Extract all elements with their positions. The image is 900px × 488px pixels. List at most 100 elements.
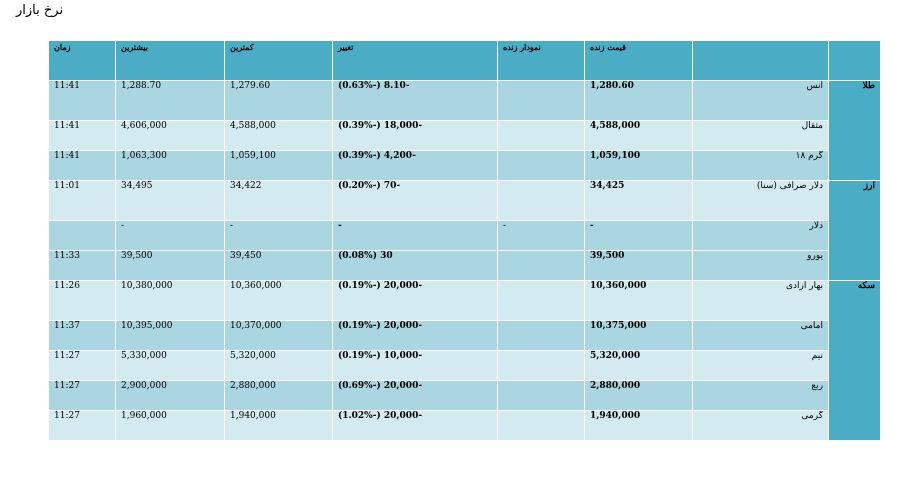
time-cell: [48, 220, 116, 251]
time-cell: 11:27: [48, 410, 116, 441]
change-cell: 30 (0.08%): [332, 250, 498, 281]
low-cell: 2,880,000: [224, 380, 333, 411]
low-cell: 34,422: [224, 180, 333, 221]
low-cell: 1,279.60: [224, 80, 333, 121]
market-rates-table: قیمت زنده نمودار زنده تغییر کمترین بیشتر…: [48, 40, 881, 441]
page-title: نرخ بازار: [16, 3, 64, 18]
change-cell: -18,000 (-0.39%): [332, 120, 498, 151]
change-cell: -20,000 (-1.02%): [332, 410, 498, 441]
change-cell: -20,000 (-0.69%): [332, 380, 498, 411]
change-cell: -: [332, 220, 498, 251]
live-chart-cell: [497, 150, 585, 181]
live-price-cell: 39,500: [584, 250, 693, 281]
live-price-cell: 1,280.60: [584, 80, 693, 121]
live-chart-cell: [497, 120, 585, 151]
low-cell: -: [224, 220, 333, 251]
low-cell: 4,588,000: [224, 120, 333, 151]
item-name-cell: امامی: [692, 320, 829, 351]
live-price-cell: 10,360,000: [584, 280, 693, 321]
change-cell: -10,000 (-0.19%): [332, 350, 498, 381]
table-row: مثقال 4,588,000 -18,000 (-0.39%) 4,588,000 4…: [48, 120, 881, 151]
high-cell: 1,063,300: [115, 150, 225, 181]
high-cell: 10,395,000: [115, 320, 225, 351]
header-high: بیشترین: [115, 40, 225, 81]
table-row: سکه بهار آزادی 10,360,000 -20,000 (-0.19%) 1…: [48, 280, 881, 441]
table-row: نیم 5,320,000 -10,000 (-0.19%) 5,320,000 5,3…: [48, 350, 881, 381]
time-cell: 11:26: [48, 280, 116, 321]
item-name-cell: دلار: [692, 220, 829, 251]
live-chart-cell: [497, 410, 585, 441]
time-cell: 11:41: [48, 150, 116, 181]
table-row: ربع 2,880,000 -20,000 (-0.69%) 2,880,000 2,9…: [48, 380, 881, 411]
change-cell: -8.10 (-0.63%): [332, 80, 498, 121]
item-name-cell: دلار صرافی (سنا): [692, 180, 829, 221]
item-name-cell: بهار آزادی: [692, 280, 829, 321]
high-cell: 10,380,000: [115, 280, 225, 321]
live-chart-cell: [497, 280, 585, 321]
high-cell: 39,500: [115, 250, 225, 281]
change-cell: -20,000 (-0.19%): [332, 320, 498, 351]
live-chart-cell: [497, 250, 585, 281]
high-cell: -: [115, 220, 225, 251]
table-row: ارز دلار صرافی (سنا) 34,425 -70 (-0.20%) 34,…: [48, 180, 881, 281]
time-cell: 11:41: [48, 120, 116, 151]
live-price-cell: 5,320,000: [584, 350, 693, 381]
table-row: طلا انس 1,280.60 -8.10 (-0.63%) 1,279.60 1,28…: [48, 80, 881, 181]
table-row: یورو 39,500 30 (0.08%) 39,450 39,500 11:33: [48, 250, 881, 281]
live-price-cell: -: [584, 220, 693, 251]
time-cell: 11:27: [48, 380, 116, 411]
low-cell: 1,940,000: [224, 410, 333, 441]
high-cell: 1,960,000: [115, 410, 225, 441]
live-price-cell: 4,588,000: [584, 120, 693, 151]
table-row: دلار - - - - -: [48, 220, 881, 251]
low-cell: 5,320,000: [224, 350, 333, 381]
low-cell: 10,370,000: [224, 320, 333, 351]
high-cell: 5,330,000: [115, 350, 225, 381]
header-change: تغییر: [332, 40, 498, 81]
time-cell: 11:37: [48, 320, 116, 351]
high-cell: 1,288.70: [115, 80, 225, 121]
live-price-cell: 34,425: [584, 180, 693, 221]
item-name-cell: انس: [692, 80, 829, 121]
low-cell: 39,450: [224, 250, 333, 281]
time-cell: 11:33: [48, 250, 116, 281]
live-price-cell: 10,375,000: [584, 320, 693, 351]
live-chart-cell: [497, 80, 585, 121]
header-time: زمان: [48, 40, 116, 81]
item-name-cell: گرمی: [692, 410, 829, 441]
high-cell: 2,900,000: [115, 380, 225, 411]
header-name: [692, 40, 829, 81]
live-chart-cell: [497, 380, 585, 411]
item-name-cell: ربع: [692, 380, 829, 411]
item-name-cell: مثقال: [692, 120, 829, 151]
table-row: امامی 10,375,000 -20,000 (-0.19%) 10,370,00…: [48, 320, 881, 351]
category-label: طلا: [828, 80, 881, 181]
change-cell: -70 (-0.20%): [332, 180, 498, 221]
time-cell: 11:01: [48, 180, 116, 221]
header-category: [828, 40, 881, 81]
change-cell: -20,000 (-0.19%): [332, 280, 498, 321]
table-row: گرمی 1,940,000 -20,000 (-1.02%) 1,940,000 1,…: [48, 410, 881, 441]
live-price-cell: 1,059,100: [584, 150, 693, 181]
header-live-price: قیمت زنده: [584, 40, 693, 81]
high-cell: 34,495: [115, 180, 225, 221]
high-cell: 4,606,000: [115, 120, 225, 151]
time-cell: 11:41: [48, 80, 116, 121]
table-row: گرم ۱۸ 1,059,100 -4,200 (-0.39%) 1,059,100 1…: [48, 150, 881, 181]
live-chart-cell: [497, 320, 585, 351]
category-label: سکه: [828, 280, 881, 441]
low-cell: 10,360,000: [224, 280, 333, 321]
change-cell: -4,200 (-0.39%): [332, 150, 498, 181]
live-chart-cell: [497, 180, 585, 221]
live-chart-cell: [497, 350, 585, 381]
header-live-chart: نمودار زنده: [497, 40, 585, 81]
category-label: ارز: [828, 180, 881, 281]
time-cell: 11:27: [48, 350, 116, 381]
low-cell: 1,059,100: [224, 150, 333, 181]
live-price-cell: 1,940,000: [584, 410, 693, 441]
item-name-cell: یورو: [692, 250, 829, 281]
item-name-cell: گرم ۱۸: [692, 150, 829, 181]
live-chart-cell: -: [497, 220, 585, 251]
live-price-cell: 2,880,000: [584, 380, 693, 411]
table-header-row: قیمت زنده نمودار زنده تغییر کمترین بیشتر…: [48, 40, 881, 81]
